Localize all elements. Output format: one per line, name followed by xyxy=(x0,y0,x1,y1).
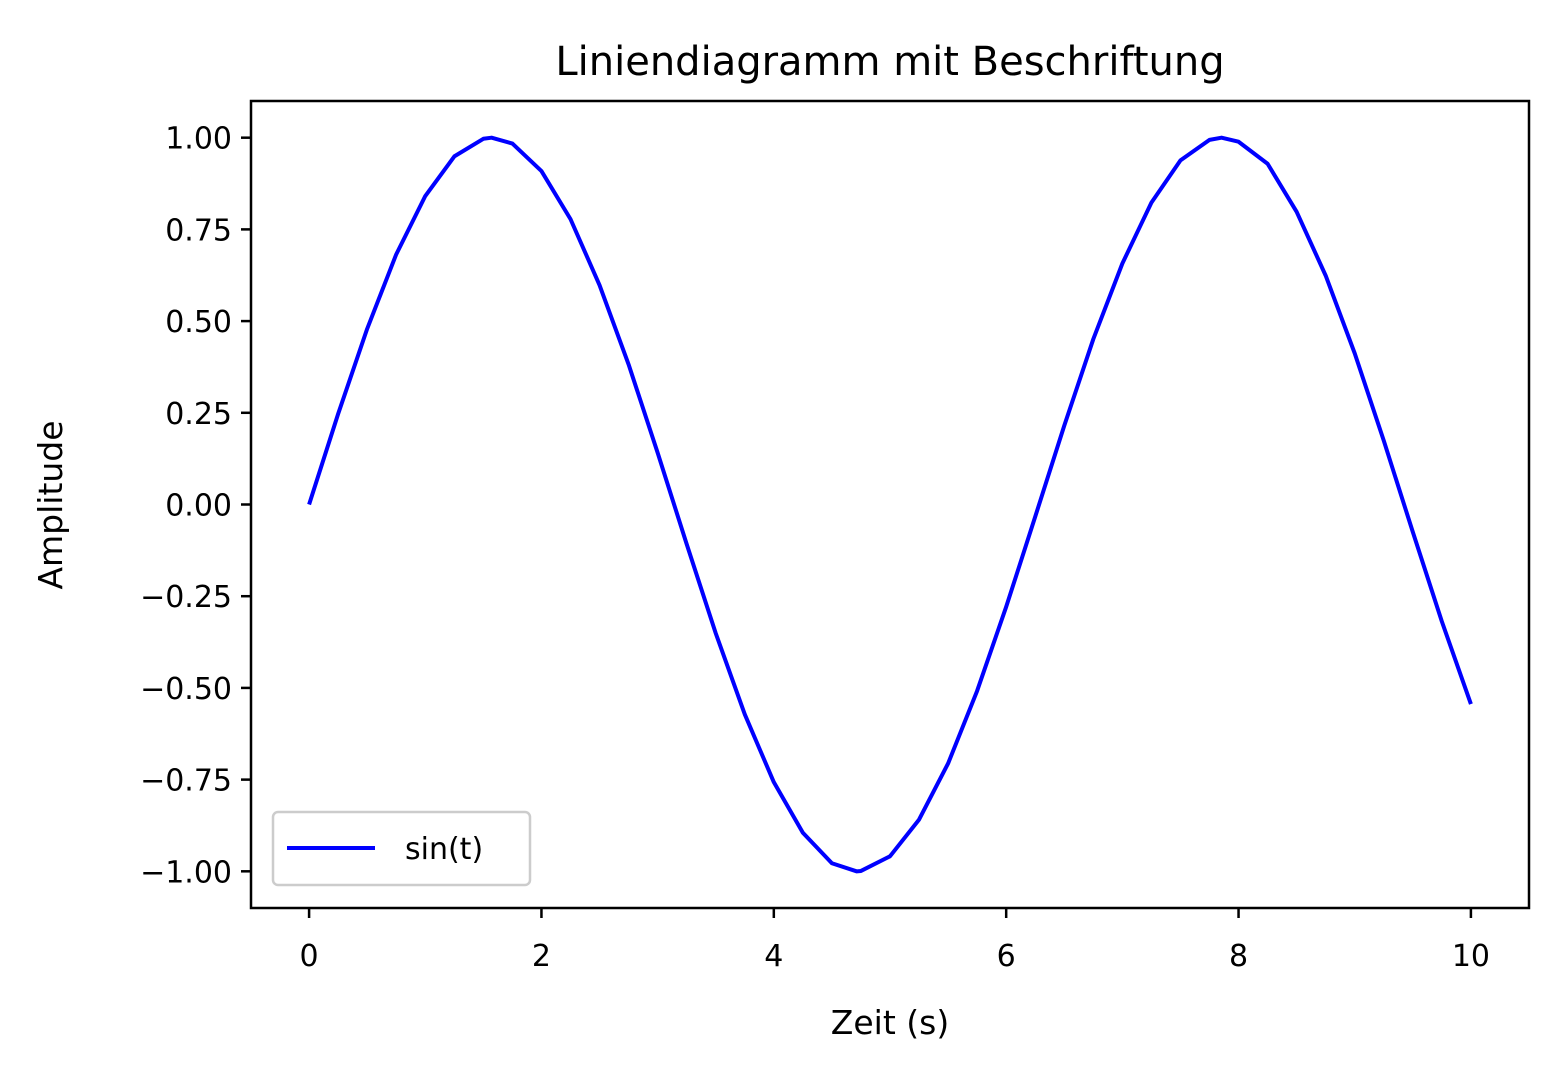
plot-area: 0 2 4 6 8 10 1.00 0.75 0.50 0.25 0.00 −0.25 −0.50 −0.… xyxy=(140,99,1531,974)
legend: sin(t) xyxy=(271,810,532,887)
x-tick-label: 2 xyxy=(532,939,551,974)
legend-label-sin: sin(t) xyxy=(405,832,483,867)
y-tick-label: 1.00 xyxy=(165,122,232,157)
x-tick-label: 0 xyxy=(300,939,319,974)
y-axis-label: Amplitude xyxy=(31,420,70,589)
x-tick-label: 4 xyxy=(764,939,783,974)
x-tick-label: 8 xyxy=(1229,939,1248,974)
y-tick-label: 0.25 xyxy=(165,397,232,432)
y-tick-label: 0.50 xyxy=(165,305,232,340)
y-tick-label: −1.00 xyxy=(140,855,232,890)
y-tick-label: 0.75 xyxy=(165,213,232,248)
y-tick-label: −0.50 xyxy=(140,672,232,707)
y-tick-label: −0.75 xyxy=(140,764,232,799)
series-line-0 xyxy=(307,135,1473,874)
chart-title: Liniendiagramm mit Beschriftung xyxy=(555,39,1224,85)
x-tick-label: 10 xyxy=(1452,939,1490,974)
x-axis-label: Zeit (s) xyxy=(831,1003,949,1042)
y-tick-label: 0.00 xyxy=(165,489,232,524)
y-tick-label: −0.25 xyxy=(140,580,232,615)
x-tick-label: 6 xyxy=(997,939,1016,974)
legend-frame xyxy=(271,810,532,887)
